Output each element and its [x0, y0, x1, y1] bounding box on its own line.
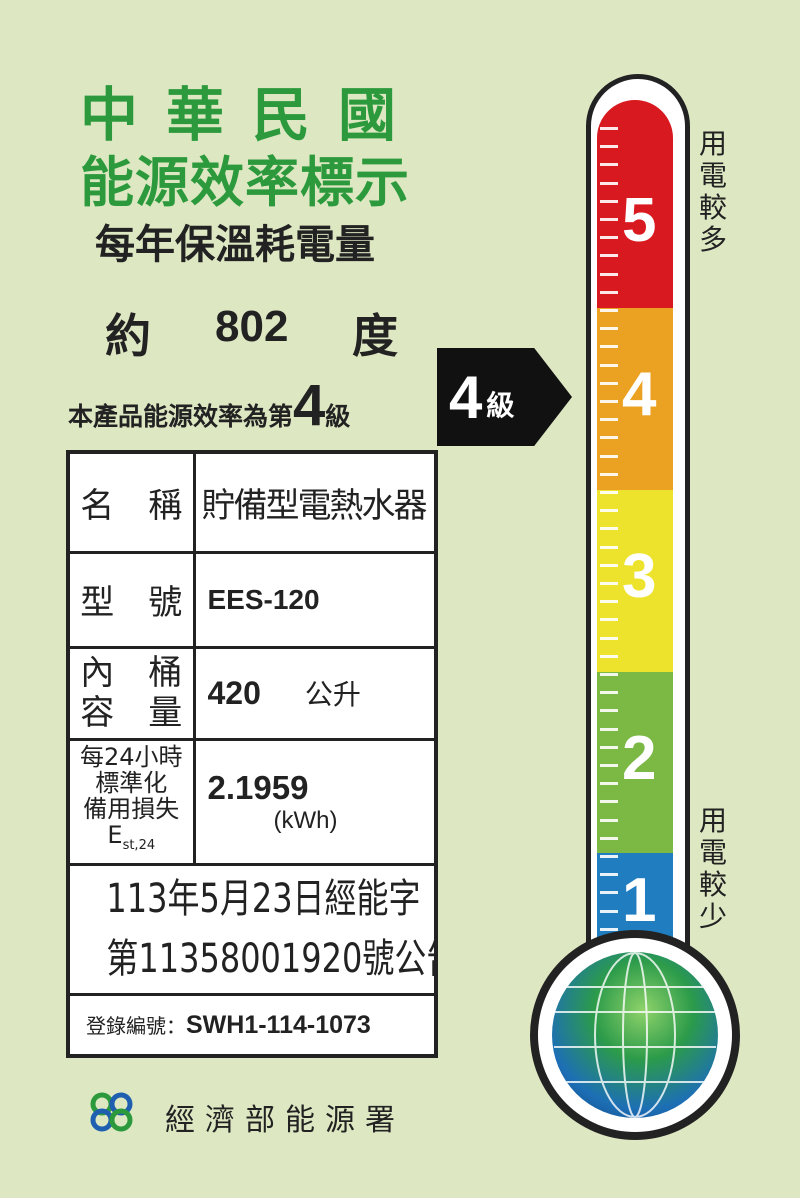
tank-label-1: 內 桶 — [80, 653, 183, 693]
subtitle: 每年保溫耗電量 — [95, 222, 375, 268]
grade-statement: 本產品能源效率為第 4 級 — [68, 372, 350, 439]
loss-symbol: E — [107, 821, 123, 850]
arrow-suffix: 級 — [486, 389, 515, 422]
thermometer-tick — [600, 927, 618, 931]
level-1-number: 1 — [622, 866, 657, 935]
thermometer-tick — [600, 199, 618, 203]
thermometer-tick — [600, 509, 618, 513]
level-2-segment — [597, 672, 673, 853]
thermometer-tick — [600, 527, 618, 531]
grade-arrow: 4 級 — [437, 348, 572, 446]
loss-label-1: 每24小時 — [79, 743, 183, 772]
thermometer-tick — [600, 764, 618, 767]
thermometer-tick — [600, 782, 618, 786]
thermometer-tick — [600, 272, 618, 276]
consumption-unit: 度 — [352, 309, 398, 363]
model-value: EES-120 — [192, 550, 438, 649]
thermometer-bulb — [530, 930, 740, 1140]
loss-label-3: 備用損失 — [83, 795, 180, 824]
thermometer-tick — [600, 691, 618, 695]
thermometer-tick — [600, 163, 618, 167]
thermometer-tick — [600, 873, 618, 877]
thermometer-tick — [600, 836, 618, 840]
loss-cell: 2.1959 (kWh) — [192, 737, 438, 866]
thermometer-tick — [600, 545, 618, 549]
tank-label-2: 容 量 — [80, 693, 183, 733]
less-power-label: 用電較少 — [698, 804, 727, 933]
thermometer-tick — [600, 290, 618, 294]
consumption-prefix: 約 — [105, 309, 151, 363]
thermometer-tick — [600, 582, 618, 585]
notice-cell: 113年5月23日經能字 第11358001920號公告 — [66, 862, 438, 996]
thermometer-tick — [600, 636, 618, 640]
thermometer-tick — [600, 891, 618, 895]
level-3-number: 3 — [622, 542, 657, 611]
thermometer-tick — [600, 363, 618, 367]
name-label: 名 稱 — [66, 450, 196, 554]
thermometer-tick — [600, 309, 618, 312]
tank-unit: 公升 — [304, 679, 361, 710]
thermometer-tick — [600, 218, 618, 221]
agency-name: 經濟部能源署 — [165, 1103, 405, 1138]
title-label: 能源效率標示 — [80, 151, 410, 214]
thermometer-tick — [600, 454, 618, 458]
level-5-number: 5 — [622, 186, 657, 255]
thermometer-tick — [600, 127, 618, 130]
thermometer-tick — [600, 491, 618, 494]
globe-icon — [552, 952, 718, 1118]
thermometer-tick — [600, 909, 618, 913]
registration-cell: 登錄編號：SWH1-114-1073 — [66, 992, 438, 1058]
level-2-number: 2 — [622, 724, 657, 793]
thermometer-tick — [600, 418, 618, 422]
registration-value: SWH1-114-1073 — [186, 1010, 371, 1039]
thermometer-tick — [600, 381, 618, 385]
thermometer-tick — [600, 327, 618, 331]
loss-value: 2.1959 — [207, 768, 309, 806]
thermometer-tick — [600, 181, 618, 185]
loss-label: 每24小時 標準化 備用損失 Est,24 — [66, 737, 196, 866]
thermometer-tick — [600, 727, 618, 731]
thermometer-tick — [600, 400, 618, 403]
model-label: 型 號 — [66, 550, 196, 649]
notice-line-2: 第11358001920號公告 — [106, 936, 436, 982]
loss-label-2: 標準化 — [95, 769, 168, 798]
thermometer-tick — [600, 818, 618, 822]
loss-subscript: st,24 — [122, 837, 156, 853]
spec-table: 名 稱貯備型電熱水器 型 號 EES-120 內 桶容 量 420 公升 每24小時… — [66, 450, 438, 1058]
thermometer-tick — [600, 654, 618, 658]
thermometer-tick — [600, 145, 618, 149]
thermometer-tick — [600, 563, 618, 567]
grade-number: 4 — [293, 373, 326, 438]
thermometer-tick — [600, 600, 618, 604]
registration-label: 登錄編號： — [86, 1013, 186, 1038]
agency-logo-icon — [88, 1092, 136, 1136]
level-4-segment — [597, 308, 673, 490]
thermometer-tick — [600, 618, 618, 622]
tank-label: 內 桶容 量 — [66, 645, 196, 741]
thermometer-tick — [600, 472, 618, 476]
level-3-segment — [597, 490, 673, 672]
name-value: 貯備型電熱水器 — [192, 450, 438, 554]
thermometer-tick — [600, 236, 618, 240]
grade-prefix: 本產品能源效率為第 — [68, 402, 294, 431]
more-power-label: 用電較多 — [698, 127, 727, 256]
notice-line-1: 113年5月23日經能字 — [106, 876, 421, 922]
loss-unit: (kWh) — [273, 806, 338, 834]
thermometer-tick — [600, 745, 618, 749]
thermometer-tick — [600, 673, 618, 676]
tank-cell: 420 公升 — [192, 645, 438, 741]
thermometer-tick — [600, 800, 618, 804]
thermometer-tick — [600, 436, 618, 440]
thermometer-tick — [600, 855, 618, 858]
title-country: 中華民國 — [80, 81, 425, 149]
thermometer-tick — [600, 254, 618, 258]
grade-suffix: 級 — [325, 402, 351, 431]
arrow-grade: 4 — [449, 363, 483, 431]
consumption-value: 802 — [215, 302, 289, 351]
level-4-number: 4 — [622, 360, 657, 429]
tank-value: 420 — [207, 675, 261, 711]
thermometer-tick — [600, 345, 618, 349]
thermometer-tick — [600, 709, 618, 713]
